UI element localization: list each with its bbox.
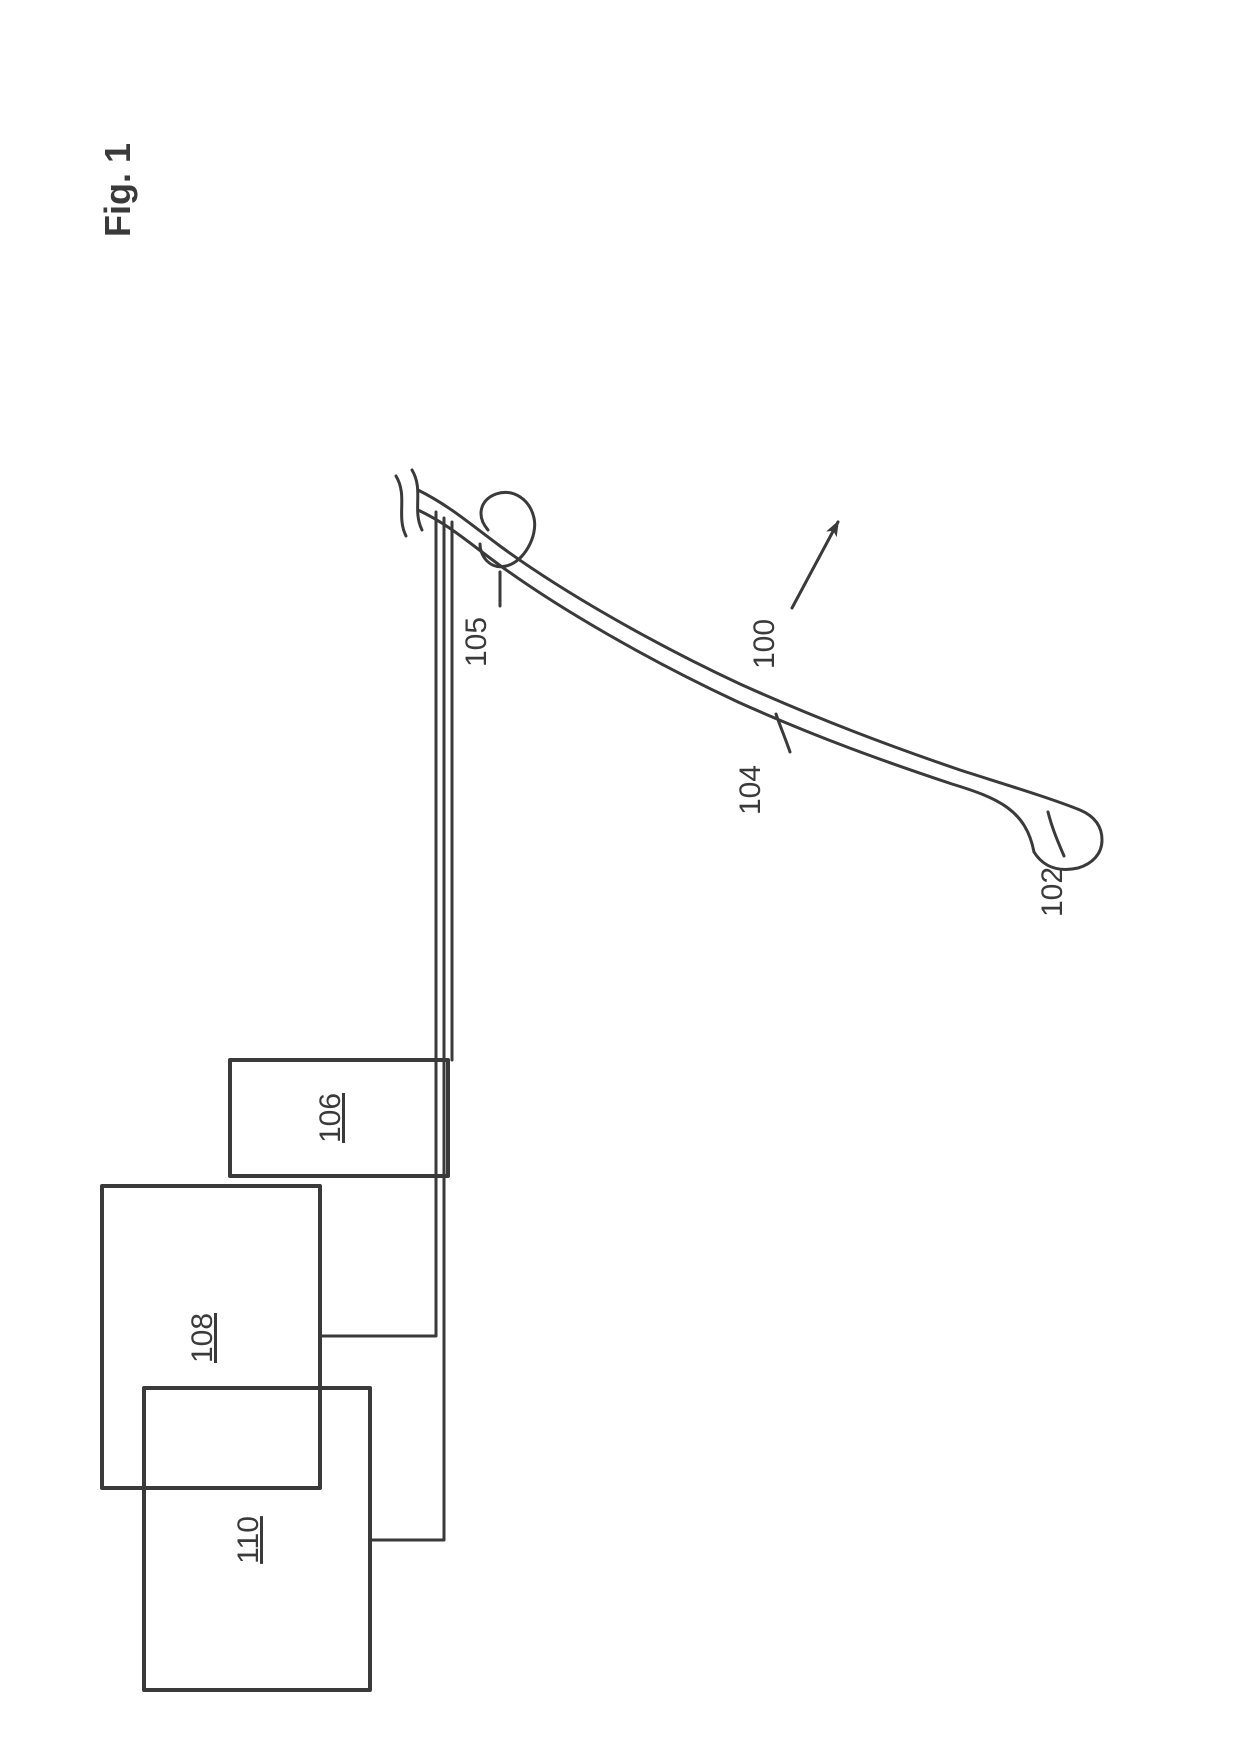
leader-104: [776, 714, 790, 752]
patent-figure: Fig. 1 100 102 104 105 108 106 110: [0, 0, 1240, 1742]
ref-104: 104: [734, 765, 767, 815]
ref-100: 100: [748, 619, 781, 669]
break-mark-1: [396, 476, 406, 536]
leader-102: [1048, 812, 1064, 856]
label-108: 108: [186, 1313, 219, 1363]
fig-title: Fig. 1: [97, 143, 138, 237]
break-mark-2: [412, 470, 422, 530]
wire-110: [370, 518, 444, 1540]
label-106: 106: [314, 1093, 347, 1143]
ref-100-arrow: [792, 522, 838, 608]
label-110: 110: [232, 1516, 265, 1564]
ref-102: 102: [1036, 867, 1069, 917]
catheter-bottom: [418, 510, 1034, 852]
ref-105: 105: [460, 617, 493, 667]
wire-108: [320, 512, 436, 1336]
